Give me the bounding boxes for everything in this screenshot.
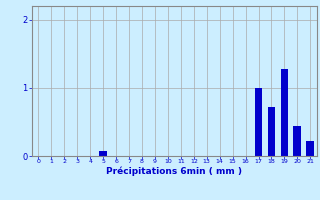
Bar bbox=[268, 107, 276, 156]
X-axis label: Précipitations 6min ( mm ): Précipitations 6min ( mm ) bbox=[106, 167, 243, 176]
Bar bbox=[99, 151, 107, 156]
Bar bbox=[281, 69, 288, 156]
Bar bbox=[255, 88, 262, 156]
Bar bbox=[293, 126, 301, 156]
Bar bbox=[307, 141, 314, 156]
